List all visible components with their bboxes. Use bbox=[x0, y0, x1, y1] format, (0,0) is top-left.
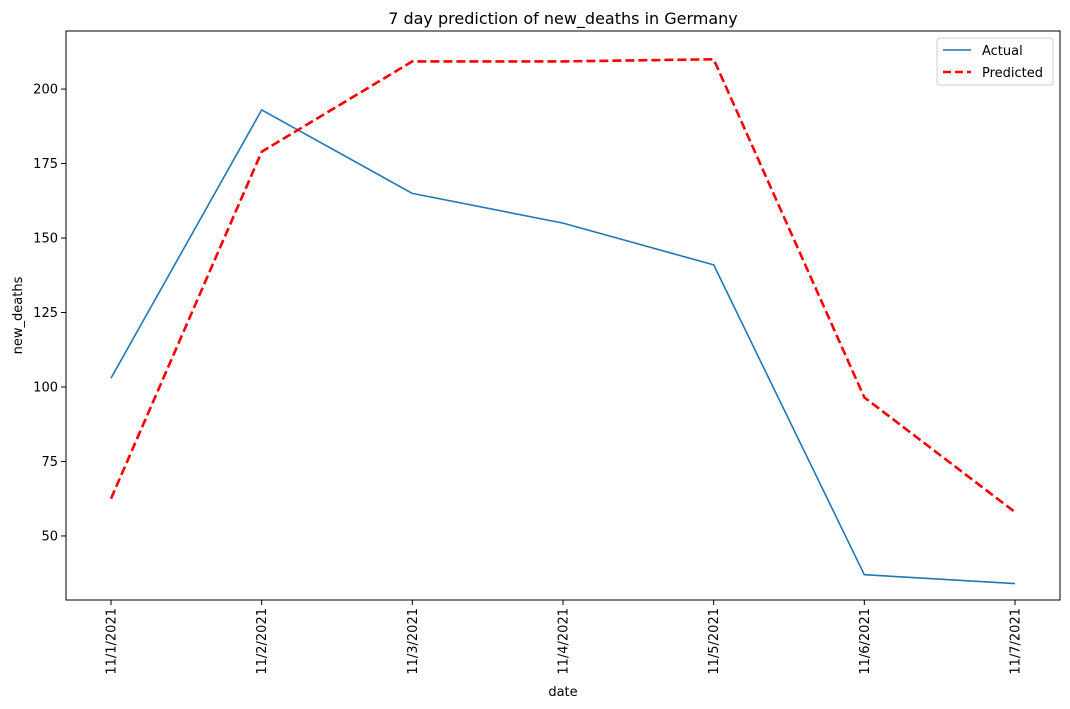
y-tick-label: 125 bbox=[33, 306, 58, 321]
x-tick-label: 11/7/2021 bbox=[1009, 608, 1024, 675]
y-axis-label: new_deaths bbox=[11, 276, 26, 354]
x-tick-label: 11/3/2021 bbox=[406, 608, 421, 675]
y-axis: 50 75 100 125 150 175 200 bbox=[33, 83, 66, 544]
legend: Actual Predicted bbox=[936, 37, 1054, 86]
x-tick-label: 11/5/2021 bbox=[707, 608, 722, 675]
legend-label-actual: Actual bbox=[982, 44, 1023, 59]
x-axis: 11/1/2021 11/2/2021 11/3/2021 11/4/2021 11/5… bbox=[105, 600, 1024, 675]
y-tick-label: 200 bbox=[33, 83, 58, 98]
chart-title: 7 day prediction of new_deaths in German… bbox=[388, 9, 738, 29]
y-tick-label: 150 bbox=[33, 232, 58, 247]
series-line-predicted bbox=[109, 57, 1016, 514]
y-tick-label: 175 bbox=[33, 157, 58, 172]
series-layer bbox=[109, 57, 1016, 585]
y-tick-label: 50 bbox=[41, 529, 58, 544]
y-tick-label: 100 bbox=[33, 380, 58, 395]
x-axis-label: date bbox=[548, 685, 577, 700]
x-tick-label: 11/6/2021 bbox=[858, 608, 873, 675]
plot-frame bbox=[65, 30, 1061, 601]
series-line-actual bbox=[110, 109, 1016, 585]
x-tick-label: 11/1/2021 bbox=[105, 608, 120, 675]
x-tick-label: 11/4/2021 bbox=[557, 608, 572, 675]
y-tick-label: 75 bbox=[41, 455, 58, 470]
x-tick-label: 11/2/2021 bbox=[255, 608, 270, 675]
legend-label-predicted: Predicted bbox=[982, 66, 1043, 81]
